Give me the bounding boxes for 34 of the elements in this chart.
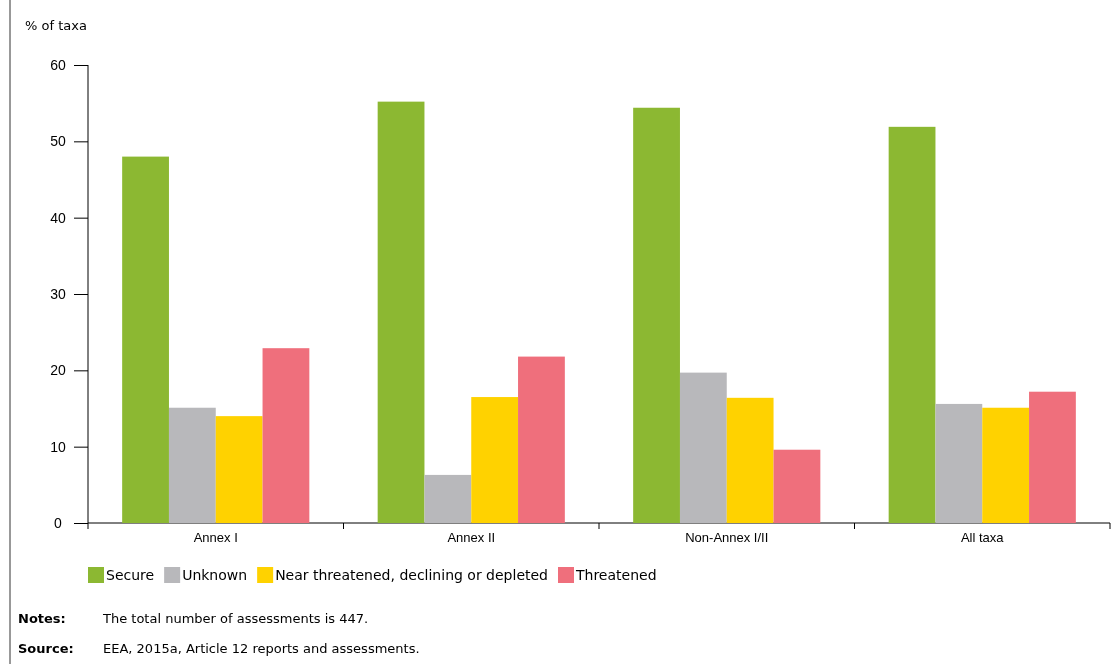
bar	[982, 407, 1030, 523]
text: Source: EEA, 2015a, Article 12 reports and assessments.	[18, 641, 420, 656]
bar	[935, 403, 983, 523]
y-tick-label: 20	[50, 362, 66, 379]
x-tick-label: All taxa	[960, 530, 1005, 546]
bar	[888, 126, 936, 523]
bar	[471, 397, 519, 523]
bar	[679, 372, 727, 523]
text: Notes: The total number of assessments is 447.	[18, 611, 369, 626]
y-tick-label: 60	[50, 56, 66, 73]
bar	[633, 107, 680, 523]
y-tick-label: 40	[50, 209, 66, 226]
bar	[1029, 391, 1076, 523]
bar	[262, 348, 310, 523]
y-tick-label: 30	[50, 285, 66, 302]
x-tick-label: Non-Annex I/II	[685, 530, 769, 546]
bar	[773, 449, 821, 523]
legend-label: Threatened	[575, 567, 657, 583]
bar	[424, 474, 472, 523]
bar	[377, 101, 425, 523]
bar	[122, 156, 169, 523]
x-tick-label: Annex II	[447, 530, 496, 546]
legend-label: Near threatened, declining or depleted	[275, 567, 548, 583]
bar	[215, 416, 263, 523]
y-tick-label: 10	[50, 438, 66, 455]
bar	[726, 397, 774, 523]
bar	[168, 407, 216, 523]
legend-label: Secure	[106, 567, 155, 583]
legend-label: Unknown	[182, 567, 248, 583]
bar	[518, 356, 565, 523]
x-tick-label: Annex I	[193, 530, 238, 546]
y-tick-label: 50	[50, 133, 66, 150]
y-axis-title: % of taxa	[25, 18, 87, 33]
y-tick-label: 0	[54, 514, 63, 531]
